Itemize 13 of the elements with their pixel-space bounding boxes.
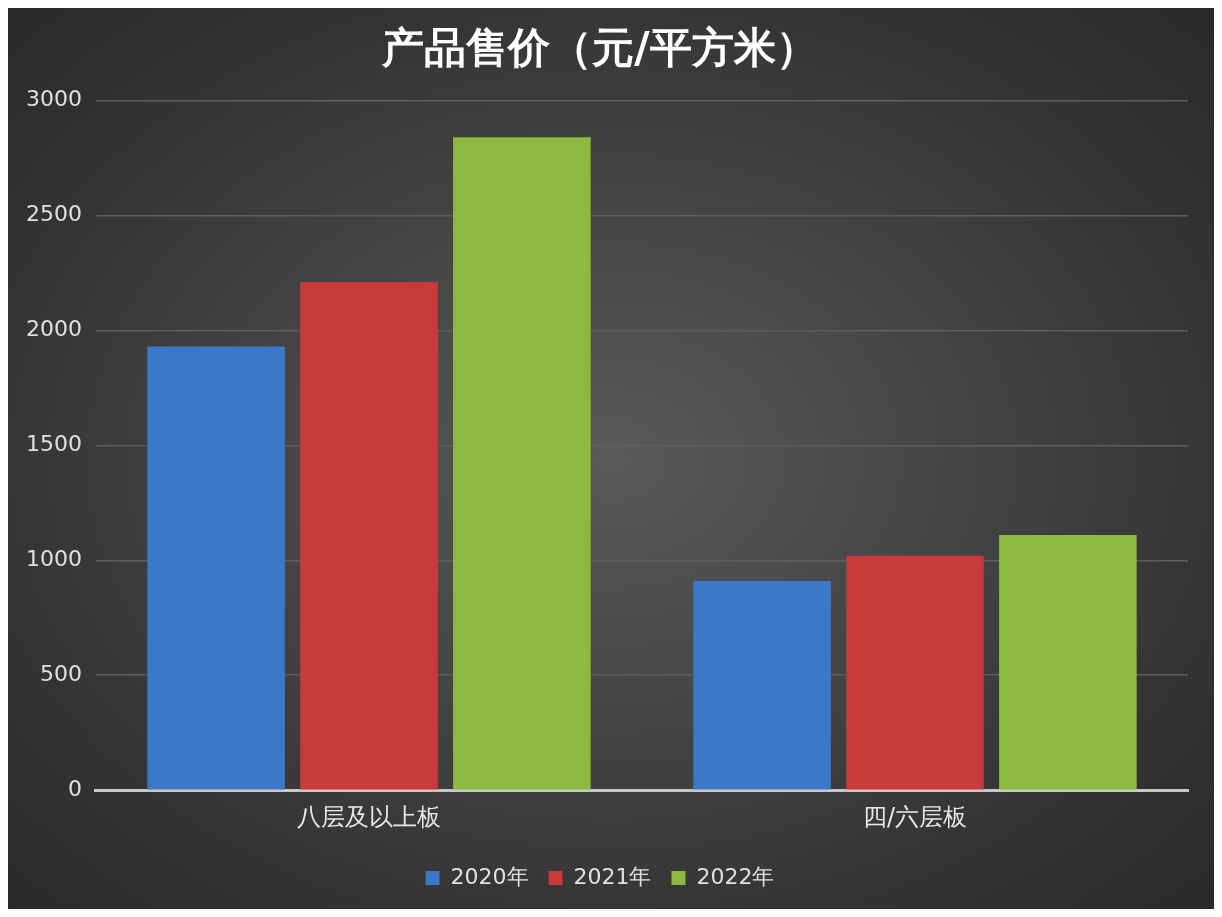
- legend-label: 2022年: [696, 863, 775, 889]
- x-tick-label: 四/六层板: [862, 802, 968, 831]
- y-tick-label: 1500: [25, 431, 82, 457]
- y-tick-label: 1000: [25, 545, 82, 571]
- legend-label: 2020年: [450, 863, 529, 889]
- legend-label: 2021年: [573, 863, 652, 889]
- y-tick-label: 2000: [25, 316, 82, 342]
- y-tick-label: 0: [67, 775, 82, 801]
- y-tick-label: 2500: [25, 201, 82, 227]
- y-tick-label: 500: [39, 660, 82, 686]
- chart-title: 产品售价（元/平方米）: [381, 23, 818, 73]
- x-tick-label: 八层及以上板: [296, 802, 441, 831]
- y-tick-label: 3000: [25, 86, 82, 112]
